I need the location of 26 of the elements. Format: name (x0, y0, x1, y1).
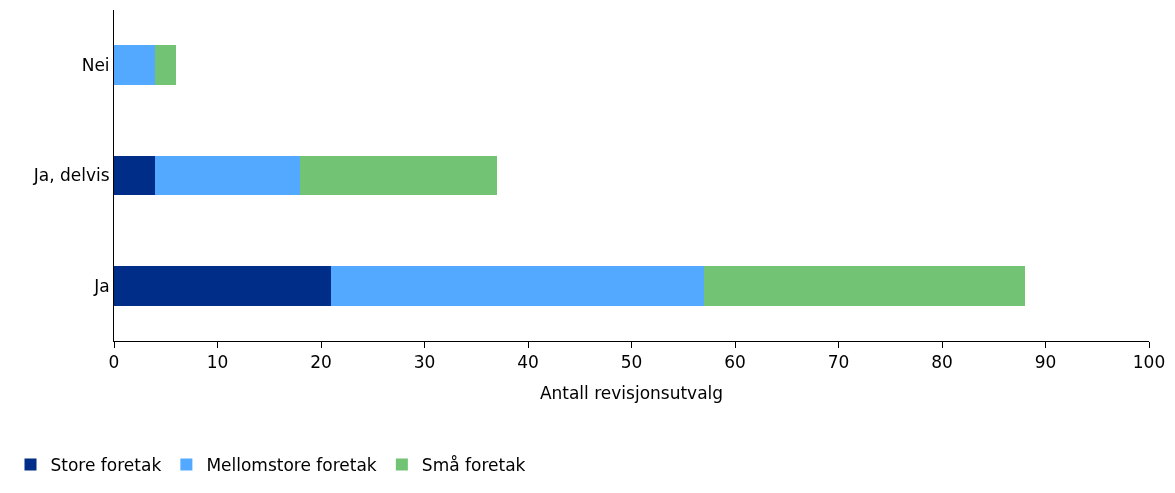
bar (300, 155, 497, 196)
bar (155, 155, 301, 196)
x-tick-label: 30 (413, 352, 436, 373)
bar (703, 265, 1025, 306)
bar (155, 45, 177, 86)
x-axis-title: Antall revisjonsutvalg (539, 382, 724, 403)
x-tick-label: 70 (827, 352, 850, 373)
legend-label: Store foretak (50, 455, 162, 476)
bar (114, 45, 156, 86)
x-tick-label: 10 (206, 352, 229, 373)
x-tick-label: 100 (1132, 352, 1166, 373)
legend-label: Små foretak (421, 455, 526, 476)
x-tick-label: 90 (1034, 352, 1057, 373)
y-tick-label: Ja, delvis (32, 165, 110, 186)
x-tick-label: 0 (108, 352, 120, 373)
legend-label: Mellomstore foretak (206, 455, 377, 476)
bar (114, 265, 332, 306)
x-tick-label: 80 (931, 352, 953, 373)
x-tick-label: 40 (517, 352, 539, 373)
y-tick-label: Nei (81, 55, 110, 76)
x-tick-label: 50 (620, 352, 643, 373)
x-tick-label: 20 (310, 352, 332, 373)
x-tick-label: 60 (724, 352, 746, 373)
y-tick-label: Ja (93, 275, 110, 296)
bar (331, 265, 704, 306)
bar (114, 155, 156, 196)
